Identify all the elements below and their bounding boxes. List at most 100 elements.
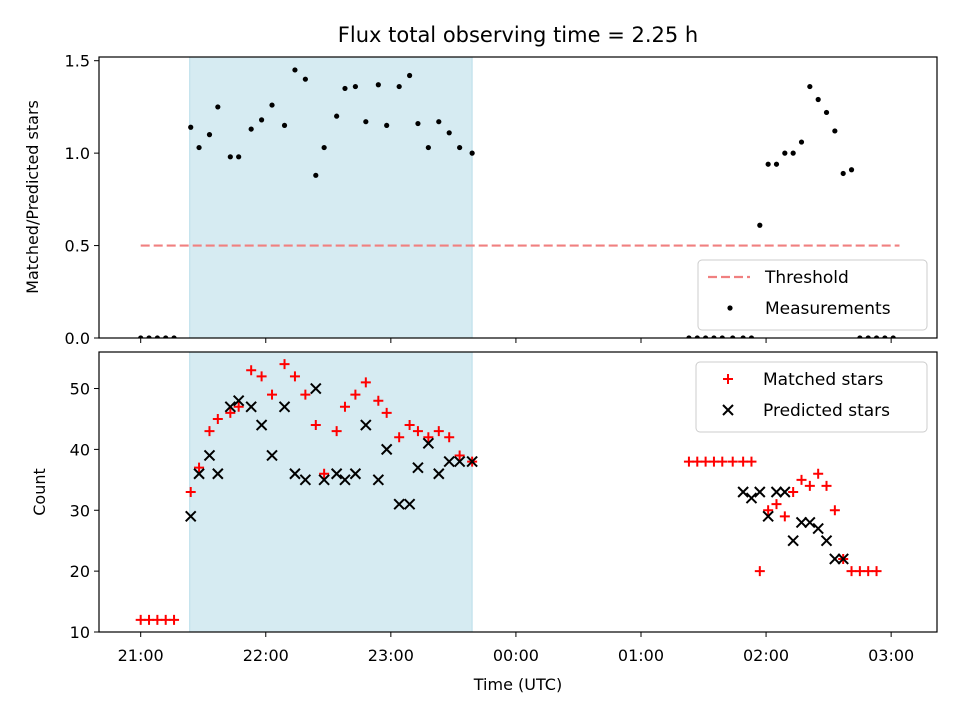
- data-point: [373, 395, 384, 406]
- axes-frame: [98, 56, 938, 339]
- data-point: [171, 335, 177, 338]
- data-point: [446, 130, 452, 136]
- data-point: [302, 76, 308, 82]
- data-point: [225, 407, 236, 418]
- data-point: [412, 426, 423, 437]
- x-tick-label: 21:00: [118, 646, 164, 665]
- data-point: [246, 365, 257, 376]
- data-point: [748, 335, 755, 338]
- data-point: [727, 456, 738, 467]
- data-point: [787, 534, 799, 547]
- data-point: [882, 335, 888, 338]
- data-point: [719, 335, 725, 338]
- data-point: [289, 468, 301, 480]
- data-point: [717, 456, 728, 467]
- data-point: [193, 468, 205, 480]
- data-point: [757, 222, 763, 228]
- data-point: [146, 335, 152, 338]
- data-point: [360, 419, 372, 431]
- data-point: [224, 401, 237, 413]
- legend-label: Measurements: [765, 299, 891, 319]
- y-tick-label: 1.0: [65, 144, 90, 163]
- data-point: [154, 335, 160, 338]
- data-point: [236, 154, 242, 160]
- data-point: [313, 172, 319, 178]
- data-point: [330, 468, 343, 480]
- data-point: [703, 335, 709, 338]
- data-point: [185, 487, 196, 497]
- data-point: [349, 468, 362, 480]
- data-point: [227, 154, 233, 160]
- data-point: [372, 474, 385, 486]
- data-point: [433, 468, 445, 480]
- data-point: [318, 474, 330, 486]
- data-point: [360, 377, 371, 388]
- data-point: [754, 486, 766, 498]
- data-point: [754, 566, 765, 577]
- data-point: [342, 85, 348, 92]
- data-point: [339, 474, 351, 486]
- data-point: [829, 553, 841, 565]
- data-point: [196, 144, 202, 151]
- data-point: [813, 468, 824, 479]
- legend-swatch: [722, 404, 734, 416]
- data-point: [135, 614, 146, 625]
- data-point: [163, 335, 169, 338]
- data-point: [466, 455, 478, 468]
- observing-span: [189, 56, 473, 339]
- legend-swatch: [723, 374, 733, 384]
- data-point: [352, 83, 359, 90]
- data-point: [334, 113, 340, 119]
- data-point: [812, 522, 824, 535]
- data-point: [782, 150, 788, 156]
- data-point: [278, 401, 291, 413]
- data-point: [396, 83, 402, 90]
- x-tick-label: 22:00: [243, 646, 289, 665]
- series-measurements: [138, 67, 896, 338]
- data-point: [194, 462, 205, 473]
- data-point: [185, 510, 197, 523]
- data-point: [232, 394, 245, 407]
- y-axis-label-ratio: Matched/Predicted stars: [23, 100, 42, 294]
- data-point: [453, 455, 466, 468]
- ratio-panel: 0.0 0.5 1.0 1.5 Threshold Measurements: [65, 52, 938, 348]
- data-point: [857, 335, 863, 338]
- legend: Matched stars Predicted stars: [695, 361, 928, 433]
- data-point: [746, 456, 757, 467]
- data-point: [807, 83, 813, 90]
- x-tick-label: 02:00: [743, 646, 789, 665]
- x-tick-label: 00:00: [493, 646, 539, 665]
- data-point: [815, 96, 821, 103]
- data-point: [846, 566, 857, 577]
- data-point: [380, 443, 393, 456]
- data-point: [300, 389, 311, 400]
- data-point: [256, 371, 267, 382]
- data-point: [796, 474, 807, 485]
- data-point: [790, 150, 796, 156]
- data-point: [740, 335, 746, 338]
- y-tick-label: 30: [70, 501, 90, 520]
- data-point: [737, 486, 749, 498]
- data-point: [823, 109, 830, 116]
- x-tick-label: 23:00: [368, 646, 414, 665]
- data-point: [457, 144, 463, 151]
- data-point: [820, 534, 833, 547]
- x-tick-label: 01:00: [618, 646, 664, 665]
- data-point: [425, 144, 431, 151]
- data-point: [203, 449, 216, 462]
- data-point: [292, 67, 298, 73]
- data-point: [279, 359, 290, 370]
- data-point: [321, 144, 327, 151]
- x-axis-label: Time (UTC): [473, 675, 562, 694]
- axes-frame: [98, 351, 938, 633]
- data-point: [873, 335, 880, 338]
- data-point: [245, 401, 257, 413]
- legend-label: Threshold: [764, 268, 849, 288]
- data-point: [423, 432, 434, 443]
- data-point: [310, 382, 322, 395]
- legend: Threshold Measurements: [697, 259, 928, 331]
- data-point: [863, 566, 874, 577]
- data-point: [152, 614, 163, 625]
- count-panel: 10 20 30 40 50 21:00 22:00 23:00 00:00 01:00 02:00…: [70, 351, 938, 665]
